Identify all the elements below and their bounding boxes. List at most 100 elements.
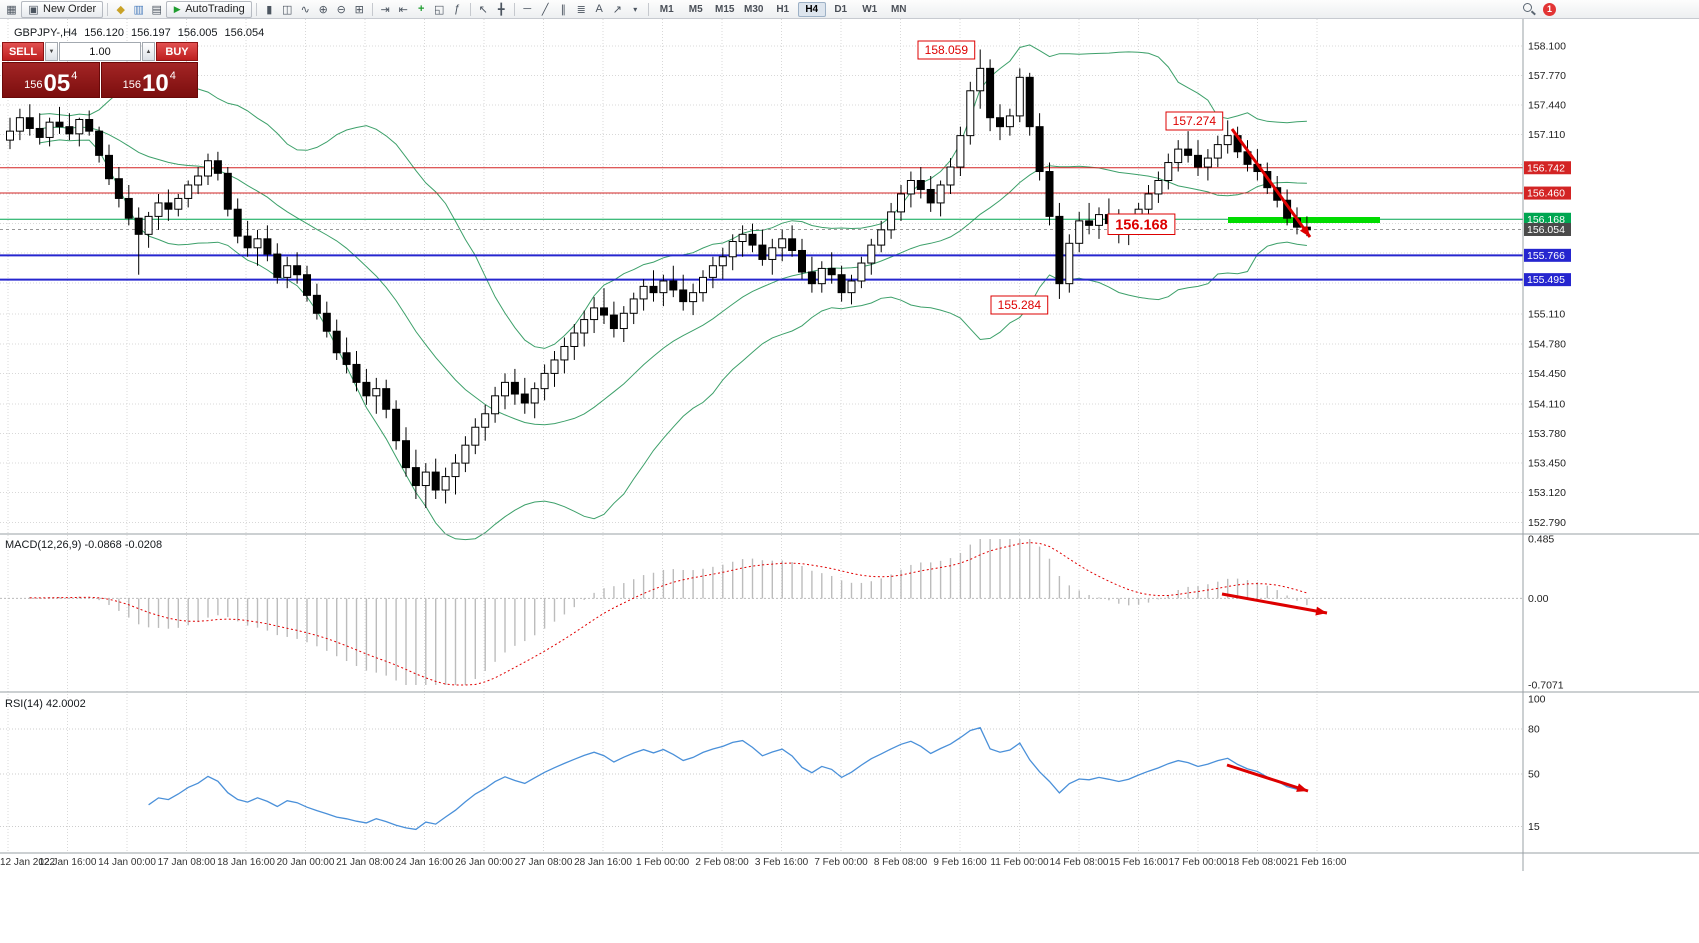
sell-price-pip: 4 <box>71 70 78 82</box>
search-icon[interactable] <box>1523 2 1536 16</box>
templates-icon[interactable]: ◱ <box>434 3 445 16</box>
sell-button[interactable]: SELL <box>2 42 44 61</box>
autotrading-play-icon: ▶ <box>173 3 181 14</box>
tf-d1[interactable]: D1 <box>834 3 848 15</box>
horizontal-line-icon[interactable]: ─ <box>523 3 532 15</box>
buy-price-big: 10 <box>142 69 169 97</box>
indicators-icon[interactable]: ƒ <box>454 3 461 15</box>
data-window-icon[interactable]: ▤ <box>151 3 162 16</box>
volume-decrease-button[interactable]: ▼ <box>45 42 58 61</box>
svg-text:24 Jan 16:00: 24 Jan 16:00 <box>396 857 454 868</box>
svg-text:80: 80 <box>1528 724 1540 736</box>
tf-mn[interactable]: MN <box>890 3 907 15</box>
svg-text:9 Feb 16:00: 9 Feb 16:00 <box>933 857 987 868</box>
tf-m30[interactable]: M30 <box>743 3 764 15</box>
trend-arrow-head <box>1299 225 1310 237</box>
toolbar-separator <box>255 2 257 16</box>
market-watch-icon[interactable]: ▥ <box>133 3 144 16</box>
svg-text:154.110: 154.110 <box>1528 398 1565 410</box>
svg-text:2 Feb 08:00: 2 Feb 08:00 <box>695 857 749 868</box>
tf-h1[interactable]: H1 <box>776 3 790 15</box>
svg-text:-0.7071: -0.7071 <box>1528 680 1564 692</box>
svg-text:21 Feb 16:00: 21 Feb 16:00 <box>1288 857 1347 868</box>
notification-badge[interactable]: 1 <box>1543 2 1556 16</box>
autotrading-button[interactable]: ▶ AutoTrading <box>166 0 252 18</box>
svg-text:155.766: 155.766 <box>1527 250 1565 262</box>
volume-input[interactable]: 1.00 <box>59 42 141 61</box>
new-order-icon: ▣ <box>28 3 39 16</box>
buy-price-box[interactable]: 156 10 4 <box>100 62 198 98</box>
chart-canvas[interactable]: 0.485 0.00 -0.7071 100 80 50 15 12 Jan 202212 J… <box>0 19 1699 943</box>
rsi-label: RSI(14) 42.0002 <box>5 698 86 710</box>
time-axis[interactable] <box>0 853 1699 873</box>
svg-text:155.110: 155.110 <box>1528 309 1565 321</box>
svg-text:157.274: 157.274 <box>1173 114 1217 128</box>
zoom-in-icon[interactable]: ⊕ <box>318 3 328 16</box>
rsi-panel <box>0 726 1523 831</box>
candlestick-chart-icon[interactable]: ◫ <box>282 3 293 16</box>
svg-text:12 Jan 2022: 12 Jan 2022 <box>0 857 55 868</box>
sell-price-box[interactable]: 156 05 4 <box>2 62 100 98</box>
ohlc-low: 156.005 <box>177 27 218 39</box>
trend-arrow[interactable] <box>1230 128 1312 238</box>
arrows-tool-icon[interactable]: ↗ <box>612 3 622 16</box>
svg-text:154.450: 154.450 <box>1528 368 1566 380</box>
svg-text:0.485: 0.485 <box>1528 534 1554 546</box>
chart-shift-icon[interactable]: ⇤ <box>398 3 408 16</box>
trend-arrow[interactable] <box>1226 763 1309 793</box>
annotations[interactable]: 158.059 157.274 156.168 155.284 <box>917 40 1328 793</box>
svg-text:20 Jan 00:00: 20 Jan 00:00 <box>277 857 335 868</box>
price-axis[interactable] <box>1523 19 1699 853</box>
one-click-trading-panel: SELL ▼ 1.00 ▲ BUY 156 05 4 156 10 4 <box>2 42 198 98</box>
price-annotation[interactable] <box>917 40 976 60</box>
tf-m15[interactable]: M15 <box>714 3 735 15</box>
fibonacci-icon[interactable]: ≣ <box>576 3 586 16</box>
chart-window-icon[interactable]: ▦ <box>6 3 17 16</box>
svg-text:156.054: 156.054 <box>1527 224 1565 236</box>
svg-text:153.120: 153.120 <box>1528 487 1566 499</box>
line-chart-icon[interactable]: ∿ <box>300 3 310 16</box>
crosshair-icon[interactable]: ╋ <box>497 3 505 16</box>
tf-w1[interactable]: W1 <box>862 3 878 15</box>
svg-text:153.450: 153.450 <box>1528 458 1566 470</box>
svg-text:15 Feb 16:00: 15 Feb 16:00 <box>1109 857 1168 868</box>
bar-chart-icon[interactable]: ▮ <box>266 3 273 16</box>
new-order-label: New Order <box>43 3 97 15</box>
zoom-out-icon[interactable]: ⊖ <box>336 3 346 16</box>
rsi-value: 42.0002 <box>45 698 86 710</box>
new-order-button[interactable]: ▣ New Order <box>21 0 104 18</box>
svg-text:8 Feb 08:00: 8 Feb 08:00 <box>874 857 928 868</box>
channel-icon[interactable]: ∥ <box>560 3 566 16</box>
svg-text:155.284: 155.284 <box>998 298 1042 312</box>
chevron-down-icon[interactable]: ▾ <box>633 4 638 14</box>
symbol-period-label: GBPJPY-,H4 <box>14 27 78 39</box>
price-annotation[interactable] <box>1165 111 1224 131</box>
new-chart-icon[interactable]: + <box>418 3 425 15</box>
tile-windows-icon[interactable]: ⊞ <box>354 3 364 16</box>
svg-text:1 Feb 00:00: 1 Feb 00:00 <box>636 857 690 868</box>
trend-arrow[interactable] <box>1221 592 1328 615</box>
text-tool-icon[interactable]: A <box>595 3 603 15</box>
svg-text:26 Jan 00:00: 26 Jan 00:00 <box>455 857 513 868</box>
chart-header: GBPJPY-,H4 156.120 156.197 156.005 156.0… <box>14 27 264 39</box>
svg-text:11 Feb 00:00: 11 Feb 00:00 <box>990 857 1049 868</box>
tf-m1[interactable]: M1 <box>659 3 674 15</box>
buy-price-prefix: 156 <box>122 79 142 91</box>
macd-values: -0.0868 -0.0208 <box>84 539 163 551</box>
auto-scroll-icon[interactable]: ⇥ <box>380 3 390 16</box>
cursor-icon[interactable]: ↖ <box>478 3 488 16</box>
svg-text:158.100: 158.100 <box>1528 40 1566 52</box>
buy-button[interactable]: BUY <box>156 42 198 61</box>
svg-text:157.110: 157.110 <box>1528 129 1565 141</box>
ohlc-close: 156.054 <box>224 27 265 39</box>
trendline-icon[interactable]: ╱ <box>541 3 549 16</box>
profiles-icon[interactable]: ◆ <box>116 3 125 16</box>
svg-text:154.780: 154.780 <box>1528 338 1566 350</box>
price-annotation[interactable] <box>990 295 1049 315</box>
price-annotation[interactable] <box>1107 213 1176 235</box>
volume-increase-button[interactable]: ▲ <box>142 42 155 61</box>
svg-text:157.770: 157.770 <box>1528 70 1566 82</box>
tf-m5[interactable]: M5 <box>688 3 703 15</box>
tf-h4[interactable]: H4 <box>797 1 826 17</box>
toolbar: ▦ ▣ New Order ◆ ▥ ▤ ▶ AutoTrading ▮ ◫ ∿ … <box>0 0 1699 19</box>
